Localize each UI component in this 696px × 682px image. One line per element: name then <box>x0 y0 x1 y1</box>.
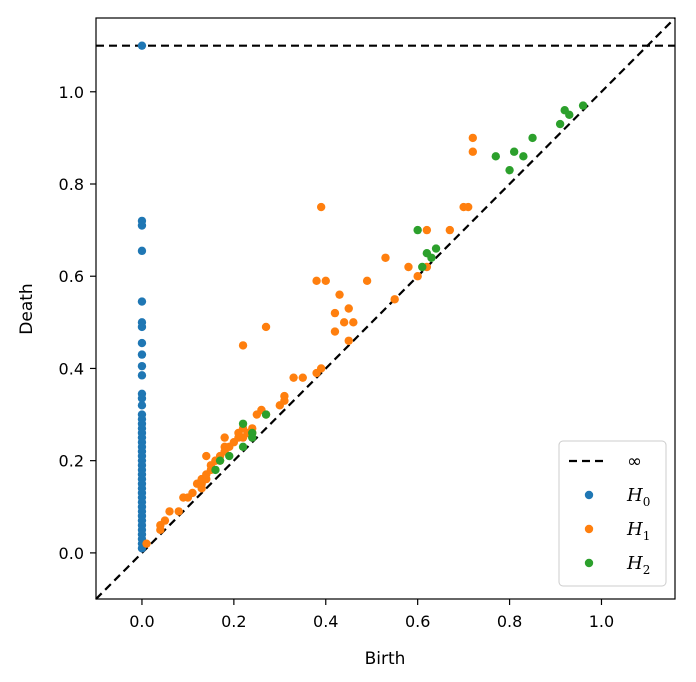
point-h1-62 <box>422 225 432 235</box>
point-h0-3 <box>137 246 147 256</box>
y-tick-label-1: 0.2 <box>59 452 84 471</box>
point-h0-10 <box>137 371 147 380</box>
legend-marker-h2 <box>584 558 594 568</box>
point-h1-60 <box>413 272 422 281</box>
point-h1-54 <box>344 304 353 313</box>
y-tick-label-3: 0.6 <box>59 267 84 286</box>
point-h2-20 <box>565 110 574 120</box>
point-h1-35 <box>280 396 289 405</box>
point-h1-58 <box>390 295 399 304</box>
point-h2-0 <box>211 465 220 475</box>
plot-frame <box>95 17 676 600</box>
point-h1-56 <box>362 276 372 286</box>
point-h2-1 <box>215 456 225 465</box>
point-h1-43 <box>197 484 206 493</box>
legend-label-infinity: ∞ <box>627 451 642 472</box>
point-h0-6 <box>137 322 147 332</box>
point-h1-67 <box>468 147 478 156</box>
point-h1-48 <box>330 308 340 318</box>
point-h1-47 <box>321 276 330 286</box>
point-h2-4 <box>238 419 248 428</box>
y-tick-label-5: 1.0 <box>59 83 84 102</box>
x-tick-label-2: 0.4 <box>313 612 338 631</box>
point-h2-15 <box>509 147 519 156</box>
point-h1-46 <box>312 276 321 286</box>
point-h2-16 <box>519 152 528 161</box>
x-tick-label-1: 0.2 <box>221 612 246 631</box>
point-h1-55 <box>316 202 326 212</box>
point-h0-13 <box>137 401 147 410</box>
point-h2-12 <box>431 244 441 253</box>
y-tick-label-2: 0.4 <box>59 359 84 378</box>
legend-subscript-1: 1 <box>643 529 651 543</box>
point-h1-53 <box>349 318 358 327</box>
legend-marker-h0 <box>584 490 594 500</box>
point-h1-49 <box>330 327 340 336</box>
y-tick-label-4: 0.8 <box>59 175 84 194</box>
point-h0-0 <box>137 41 147 50</box>
point-h1-0 <box>142 539 151 548</box>
point-h1-50 <box>335 290 344 299</box>
point-h2-9 <box>418 262 427 272</box>
y-axis-label: Death <box>17 283 37 334</box>
point-h2-3 <box>238 442 248 452</box>
point-h1-59 <box>404 262 413 272</box>
legend-box <box>558 440 667 587</box>
point-h1-65 <box>464 202 473 212</box>
diagonal-line <box>95 17 676 600</box>
point-h2-7 <box>261 410 271 419</box>
x-tick-label-3: 0.6 <box>405 612 430 631</box>
point-h1-37 <box>298 373 307 382</box>
point-h1-57 <box>381 253 390 262</box>
x-tick-label-4: 0.8 <box>497 612 522 631</box>
point-h2-18 <box>555 119 565 129</box>
point-h1-41 <box>220 433 229 442</box>
point-h2-6 <box>248 428 257 438</box>
x-axis-label: Birth <box>365 649 406 669</box>
point-h2-13 <box>491 152 500 161</box>
point-h1-44 <box>238 341 248 350</box>
point-h2-14 <box>505 165 514 175</box>
point-h1-8 <box>188 488 197 498</box>
point-h1-5 <box>174 507 183 516</box>
plot-layer: 0.0 0.2 0.4 0.6 0.8 1.0 0.0 0.2 0.4 0.6 0.8 1.0 <box>59 17 676 631</box>
point-h1-42 <box>202 451 211 461</box>
point-h0-9 <box>137 361 147 371</box>
point-h2-21 <box>578 101 588 110</box>
point-h0-4 <box>137 297 147 306</box>
point-h1-51 <box>339 318 349 327</box>
point-h0-12 <box>137 394 147 403</box>
legend-marker-h1 <box>584 524 594 534</box>
point-h1-66 <box>468 133 478 143</box>
point-h2-17 <box>528 133 537 143</box>
point-h1-36 <box>289 373 298 382</box>
point-h2-8 <box>413 225 422 235</box>
point-h2-2 <box>225 451 234 461</box>
legend-subscript-0: 0 <box>643 495 651 509</box>
point-h1-63 <box>445 225 455 235</box>
point-h2-11 <box>427 253 436 262</box>
y-tick-label-0: 0.0 <box>59 544 84 563</box>
legend-subscript-2: 2 <box>643 563 651 577</box>
point-h1-52 <box>344 336 353 345</box>
point-h1-45 <box>261 322 271 332</box>
point-h1-4 <box>165 507 174 516</box>
point-h1-3 <box>160 516 170 525</box>
point-h0-2 <box>137 221 147 230</box>
x-tick-label-5: 1.0 <box>589 612 614 631</box>
point-h0-7 <box>137 338 147 348</box>
x-tick-label-0: 0.0 <box>129 612 154 631</box>
point-h0-8 <box>137 350 147 359</box>
point-h1-39 <box>316 364 326 373</box>
